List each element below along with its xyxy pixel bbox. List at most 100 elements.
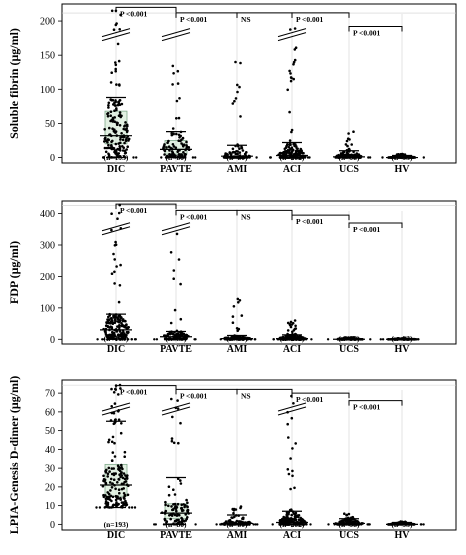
data-point bbox=[126, 129, 129, 133]
data-point bbox=[178, 136, 181, 139]
outlier-point bbox=[117, 300, 121, 304]
data-point bbox=[342, 153, 345, 157]
data-point bbox=[175, 332, 178, 336]
n-label: (n=202) bbox=[280, 153, 305, 162]
data-point bbox=[172, 488, 175, 492]
data-point bbox=[170, 150, 174, 153]
data-point bbox=[123, 455, 126, 459]
outlier-point bbox=[172, 441, 176, 445]
outlier-point bbox=[239, 505, 243, 508]
data-point bbox=[179, 479, 182, 482]
outlier-point bbox=[114, 63, 118, 67]
plot-area bbox=[61, 200, 457, 345]
data-point bbox=[104, 150, 108, 154]
data-point bbox=[110, 317, 113, 320]
outlier-point bbox=[113, 258, 116, 261]
outlier-point bbox=[343, 512, 346, 515]
data-point bbox=[118, 330, 122, 333]
data-point bbox=[132, 156, 135, 159]
significance-bracket: P <0.001 bbox=[115, 385, 177, 397]
data-point bbox=[122, 325, 125, 328]
y-tick-label: 10 bbox=[45, 501, 55, 512]
outlier-point bbox=[289, 320, 293, 324]
data-point bbox=[167, 485, 171, 489]
data-point bbox=[123, 450, 127, 454]
data-point bbox=[112, 147, 116, 150]
axis-break-mark bbox=[277, 406, 307, 416]
data-point bbox=[119, 431, 123, 435]
data-point bbox=[224, 156, 228, 159]
outlier-point bbox=[294, 442, 298, 445]
outlier-point bbox=[113, 402, 117, 405]
series-pavte: (n=80)PAVTE bbox=[153, 397, 197, 541]
outlier-point bbox=[291, 469, 294, 473]
data-point bbox=[130, 506, 134, 509]
data-point bbox=[290, 146, 294, 149]
outlier-point bbox=[169, 321, 173, 325]
data-point bbox=[241, 517, 244, 521]
data-point bbox=[231, 147, 235, 151]
outlier-point bbox=[179, 317, 183, 321]
outlier-point bbox=[346, 137, 350, 140]
data-point bbox=[327, 523, 330, 526]
data-point bbox=[185, 498, 188, 502]
data-point bbox=[296, 150, 300, 153]
outlier-point bbox=[346, 144, 349, 148]
data-point bbox=[106, 497, 110, 501]
outlier-point bbox=[291, 474, 294, 478]
significance-bracket: P <0.001 bbox=[348, 26, 403, 38]
data-point bbox=[119, 138, 122, 141]
data-point bbox=[286, 515, 289, 518]
bracket-label: P <0.001 bbox=[353, 29, 380, 38]
outlier-point bbox=[179, 421, 182, 425]
data-point bbox=[124, 139, 128, 143]
y-tick-label: 0 bbox=[50, 335, 55, 346]
bracket-line bbox=[348, 400, 403, 406]
data-point bbox=[117, 478, 121, 481]
n-label: (n=193) bbox=[104, 520, 129, 529]
data-point bbox=[109, 114, 112, 117]
data-point bbox=[278, 151, 282, 155]
data-point bbox=[182, 143, 186, 146]
data-point bbox=[287, 145, 291, 149]
y-tick-label: 100 bbox=[40, 85, 55, 96]
data-point bbox=[222, 156, 226, 159]
category-label: UCS bbox=[339, 344, 359, 355]
data-point bbox=[122, 472, 126, 475]
data-point bbox=[107, 104, 110, 107]
data-point bbox=[126, 326, 130, 329]
y-axis-label: FDP (μg/ml) bbox=[7, 241, 21, 304]
data-point bbox=[272, 338, 275, 341]
outlier-point bbox=[234, 97, 238, 100]
y-tick-label: 70 bbox=[45, 389, 55, 400]
data-point bbox=[116, 103, 120, 107]
data-point bbox=[127, 137, 131, 141]
outlier-point bbox=[293, 486, 296, 490]
data-point bbox=[103, 146, 107, 150]
data-point bbox=[104, 331, 107, 335]
data-point bbox=[115, 501, 118, 504]
data-point bbox=[254, 523, 257, 526]
outlier-point bbox=[236, 83, 239, 87]
y-tick-label: 200 bbox=[40, 17, 55, 28]
data-point bbox=[110, 118, 114, 122]
data-point bbox=[286, 148, 290, 152]
data-point bbox=[109, 146, 113, 149]
data-point bbox=[153, 338, 156, 341]
data-point bbox=[112, 130, 116, 133]
outlier-point bbox=[294, 324, 297, 328]
outlier-point bbox=[170, 397, 173, 401]
series-ami: (n=80)AMI bbox=[215, 505, 259, 541]
data-point bbox=[345, 151, 349, 155]
series-pavte: (n=80)PAVTE bbox=[160, 28, 197, 175]
data-point bbox=[171, 508, 175, 511]
data-point bbox=[186, 501, 189, 505]
data-point bbox=[113, 335, 117, 338]
axis-break-mark bbox=[277, 28, 307, 38]
outlier-point bbox=[289, 487, 292, 491]
data-point bbox=[117, 465, 120, 469]
category-label: UCS bbox=[339, 164, 359, 175]
data-point bbox=[105, 321, 109, 325]
data-point bbox=[165, 520, 169, 523]
